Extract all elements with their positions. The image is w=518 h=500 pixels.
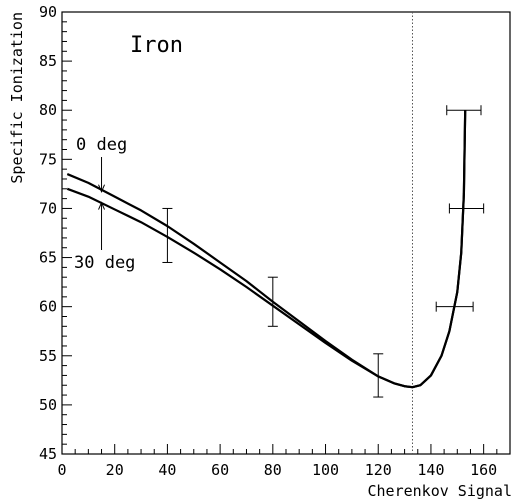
x-tick-label: 0 [57, 461, 66, 479]
annotation-30deg: 30 deg [74, 253, 135, 273]
annotation-30deg-arrowhead [98, 201, 105, 210]
error-bar [448, 203, 485, 214]
error-bar [162, 207, 173, 263]
x-tick-label: 60 [211, 461, 229, 479]
chart-title: Iron [130, 33, 183, 58]
annotation-0deg-arrowhead [98, 184, 105, 193]
x-tick-label: 20 [106, 461, 124, 479]
y-tick-label: 55 [39, 347, 57, 365]
x-axis-label: Cherenkov Signal [368, 482, 513, 500]
annotation-0deg: 0 deg [76, 135, 127, 155]
error-bar [373, 353, 384, 398]
y-tick-label: 90 [39, 3, 57, 21]
x-tick-label: 80 [264, 461, 282, 479]
y-tick-label: 65 [39, 249, 57, 267]
x-tick-label: 160 [470, 461, 497, 479]
series-line-1 [66, 110, 467, 389]
error-bar [435, 301, 474, 312]
y-tick-label: 70 [39, 199, 57, 217]
y-tick-label: 75 [39, 150, 57, 168]
x-tick-label: 140 [417, 461, 444, 479]
y-tick-label: 80 [39, 101, 57, 119]
x-tick-label: 100 [312, 461, 339, 479]
y-tick-label: 85 [39, 52, 57, 70]
error-bar [446, 105, 482, 116]
x-tick-label: 120 [365, 461, 392, 479]
y-axis-label: Specific Ionization [8, 12, 26, 184]
x-tick-label: 40 [158, 461, 176, 479]
y-tick-label: 50 [39, 396, 57, 414]
plot-frame [61, 11, 511, 455]
error-bar [267, 276, 278, 327]
y-tick-label: 45 [39, 445, 57, 463]
y-tick-label: 60 [39, 298, 57, 316]
